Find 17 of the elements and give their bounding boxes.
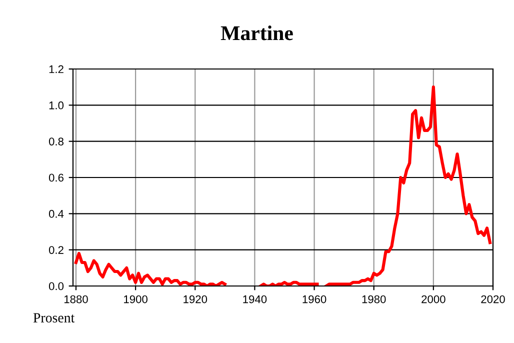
text: Prosent	[33, 313, 75, 322]
y-tick-label: 0.0	[48, 282, 64, 290]
x-tick-label: 1880	[64, 295, 88, 304]
y-tick-label: 1.2	[49, 65, 64, 74]
x-tick-label: 1940	[243, 295, 267, 304]
x-tick-label: 1920	[184, 295, 208, 304]
x-tick-label: 2000	[422, 295, 446, 304]
y-tick-label: 0.4	[48, 210, 64, 218]
y-tick-label: 0.8	[48, 138, 64, 146]
x-tick-label: 1900	[124, 295, 148, 304]
x-tick-label: 1980	[362, 295, 386, 304]
chart-title: Martine	[220, 26, 293, 40]
x-tick-label: 2020	[481, 295, 505, 304]
y-tick-label: 1.0	[49, 101, 64, 110]
y-tick-label: 0.6	[48, 174, 64, 182]
y-tick-label: 0.2	[48, 246, 64, 254]
x-tick-label: 1960	[302, 295, 326, 304]
